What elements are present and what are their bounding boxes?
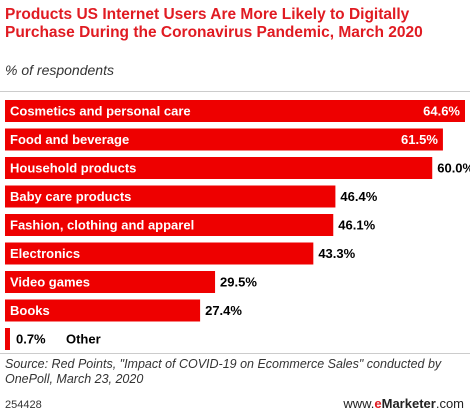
bottom-divider [0,353,470,354]
logo-prefix: www. [343,396,375,411]
logo-name: Marketer [381,396,436,411]
top-divider [0,91,470,92]
value-label: 46.1% [338,218,375,233]
chart-subtitle: % of respondents [5,62,114,78]
category-label: Fashion, clothing and apparel [10,218,194,233]
category-label: Cosmetics and personal care [10,104,191,119]
emarketer-logo[interactable]: www.eMarketer.com [343,396,464,411]
bar-1 [5,128,443,151]
category-label: Books [10,303,50,318]
category-label: Baby care products [10,189,131,204]
category-label: Household products [10,161,136,176]
value-label: 60.0% [437,161,470,176]
bar-8 [5,328,10,350]
bar-chart: Cosmetics and personal care 64.6% Food and… [5,100,470,350]
category-label: Food and beverage [10,132,129,147]
chart-title: Products US Internet Users Are More Like… [5,6,423,41]
bar-6 [5,271,216,293]
logo-e: e [374,396,382,411]
bar-5 [5,242,314,265]
category-label: Electronics [10,246,80,261]
bar-4 [5,214,334,236]
value-label: 61.5% [401,132,438,147]
bar-7 [5,299,201,322]
value-label: 43.3% [318,246,355,261]
value-label: 46.4% [340,189,377,204]
bar-2 [5,157,433,179]
category-label: Video games [10,275,90,290]
logo-suffix: .com [435,396,464,411]
value-label: 0.7% [16,332,46,347]
value-label: 64.6% [423,104,460,119]
value-label: 29.5% [220,275,257,290]
bar-0 [5,100,465,122]
chart-id: 254428 [5,399,42,411]
category-label: Other [66,332,101,347]
value-label: 27.4% [205,303,242,318]
bar-3 [5,185,336,208]
source-note: Source: Red Points, "Impact of COVID-19 … [5,357,442,386]
